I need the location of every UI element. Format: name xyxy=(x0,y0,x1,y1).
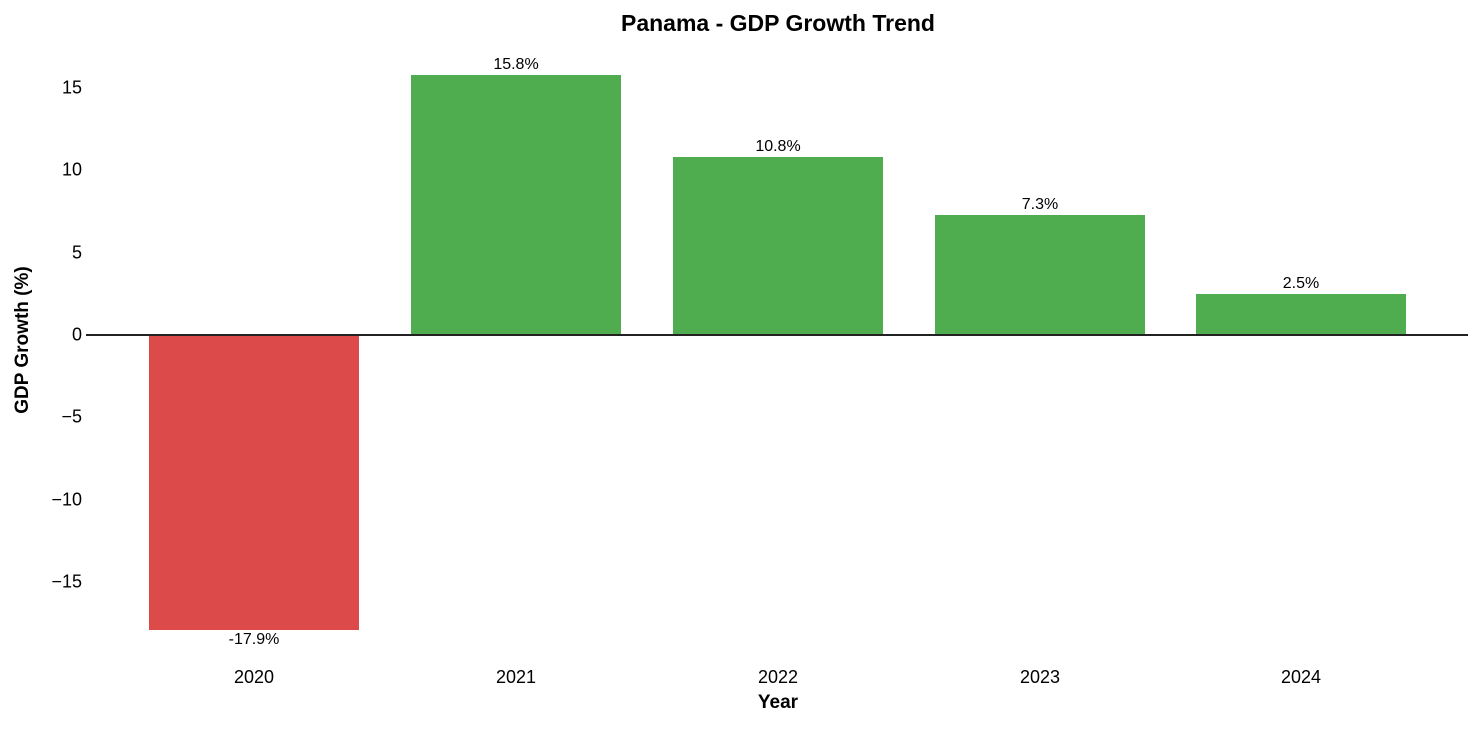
y-tick-label: −10 xyxy=(51,489,82,510)
bar-2022 xyxy=(673,157,883,335)
y-tick-label: 5 xyxy=(71,242,82,263)
value-label: 15.8% xyxy=(493,55,539,73)
y-tick-label: 0 xyxy=(71,324,82,345)
y-axis-label: GDP Growth (%) xyxy=(12,266,33,414)
y-tick-label: 10 xyxy=(61,159,82,180)
y-tick-label: 15 xyxy=(61,77,82,98)
x-axis-label: Year xyxy=(757,692,799,713)
x-tick-label: 2023 xyxy=(1019,667,1061,687)
value-label: -17.9% xyxy=(228,630,280,648)
value-label: 10.8% xyxy=(755,138,801,156)
value-label: 7.3% xyxy=(1021,195,1059,213)
value-label: 2.5% xyxy=(1282,274,1320,292)
bar-2020 xyxy=(149,335,359,630)
y-tick-label: −5 xyxy=(61,406,82,427)
y-tick-label: −15 xyxy=(51,571,82,592)
bar-2023 xyxy=(935,214,1145,335)
x-tick-label: 2024 xyxy=(1280,667,1322,687)
x-tick-label: 2022 xyxy=(757,667,799,687)
chart-title: Panama - GDP Growth Trend xyxy=(621,10,935,36)
x-tick-label: 2021 xyxy=(495,667,537,687)
bar-2021 xyxy=(411,74,621,335)
x-tick-label: 2020 xyxy=(233,667,275,687)
zero-line xyxy=(86,334,1468,336)
bar-2024 xyxy=(1196,293,1406,335)
